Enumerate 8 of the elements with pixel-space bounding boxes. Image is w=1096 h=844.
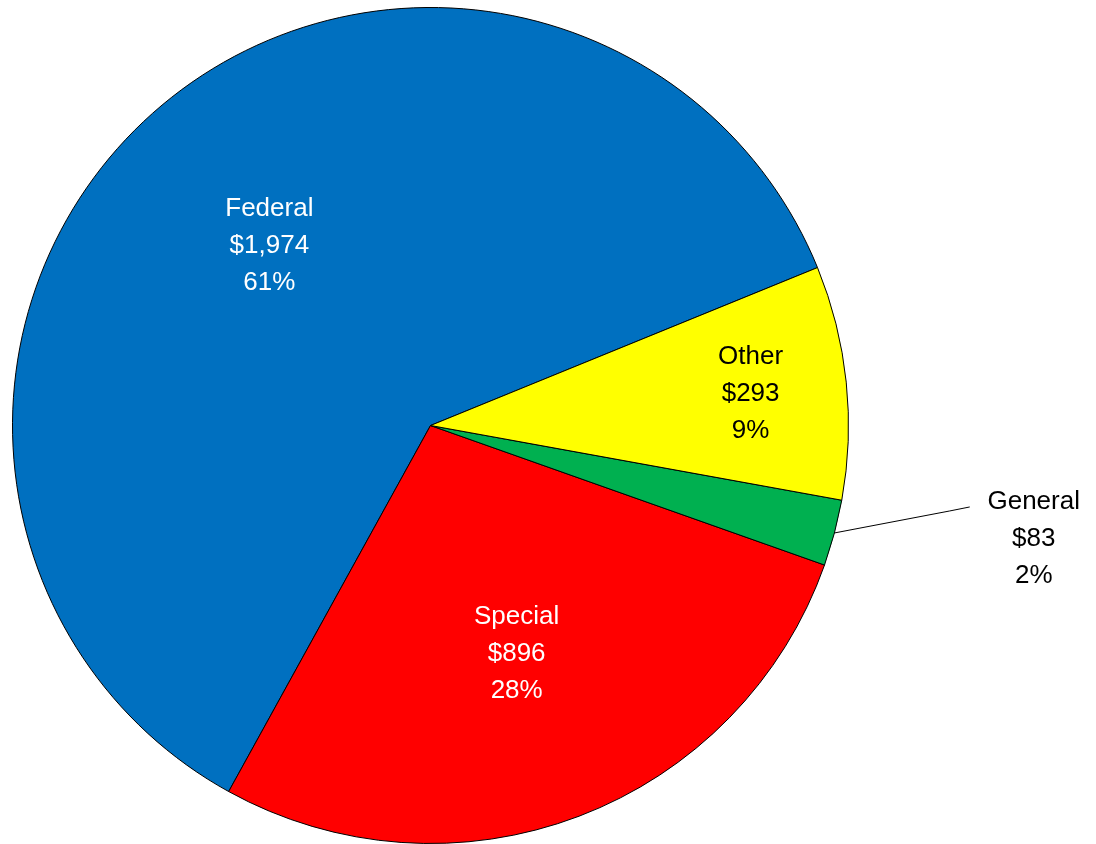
slice-label: General: [987, 484, 1080, 515]
slice-label: Other: [718, 340, 784, 371]
data-label: $1,974 61%: [229, 229, 310, 297]
data-label: $896 28%: [487, 637, 546, 705]
slice-label: Federal: [225, 192, 314, 223]
slice-label: Special: [474, 600, 560, 631]
data-label: $83 2%: [1012, 521, 1056, 589]
data-label: $293 9%: [721, 377, 780, 445]
